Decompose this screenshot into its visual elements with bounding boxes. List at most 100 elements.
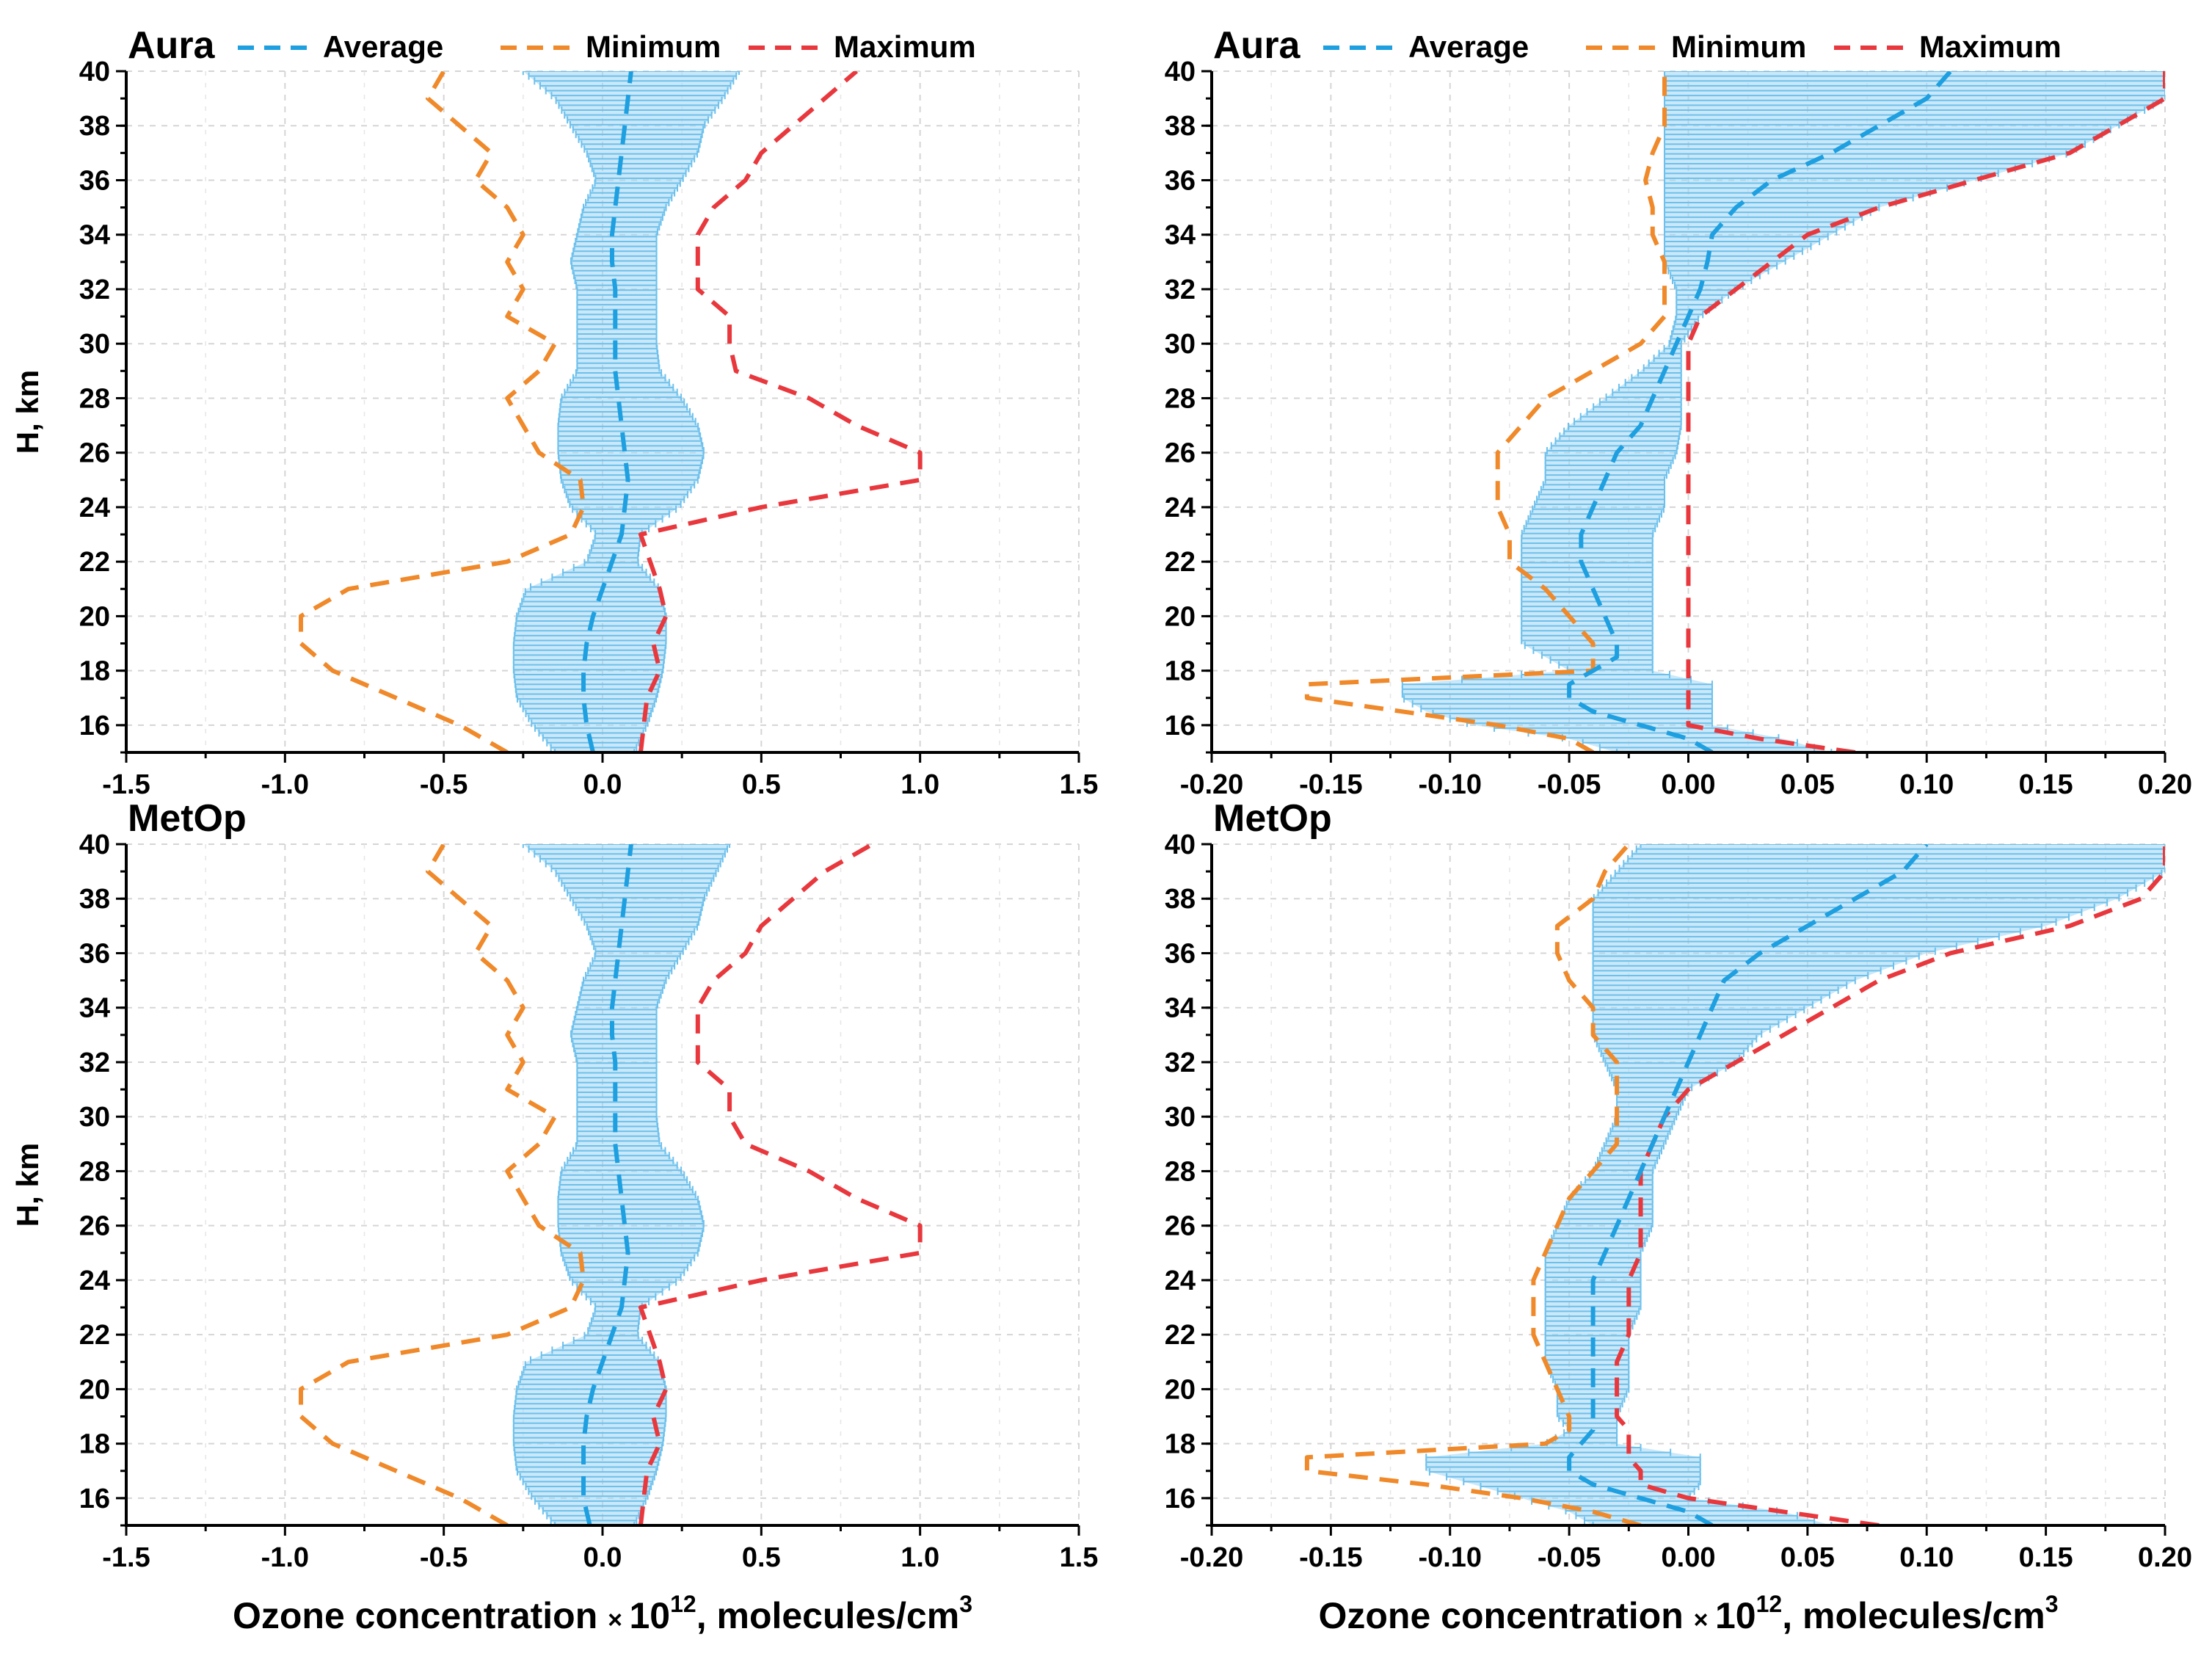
maximum-line (638, 71, 923, 752)
legend: MetOp (128, 797, 247, 840)
panel-3: 16 18 20 22 24 26 28 30 32 34 36 38 40 -1.5 -1.0 -0.5 0.… (10, 797, 1098, 1573)
x-tick-label: -0.20 (1180, 1542, 1244, 1573)
y-tick-label: 34 (79, 993, 110, 1024)
y-tick-label: 38 (79, 111, 110, 142)
y-tick-label: 38 (1165, 884, 1196, 915)
y-tick-label: 40 (1165, 57, 1196, 87)
x-axis-title-exp: 12 (1756, 1591, 1783, 1617)
legend-label: Minimum (586, 29, 721, 64)
legend-label: Average (1408, 29, 1529, 64)
x-tick-label: -0.20 (1180, 769, 1244, 800)
y-axis-title: H, km (10, 370, 45, 454)
panel-title: Aura (128, 24, 216, 67)
y-tick-label: 20 (1165, 601, 1196, 632)
legend-minimum: Minimum (1586, 29, 1806, 64)
y-tick-label: 26 (1165, 438, 1196, 469)
x-ticks: -1.5 -1.0 -0.5 0.0 0.5 1.0 1.5 (102, 1525, 1098, 1573)
x-tick-label: -0.10 (1418, 769, 1482, 800)
plot-area (298, 71, 923, 752)
minimum-line (1304, 71, 1667, 752)
average-line (1567, 71, 1952, 752)
x-tick-label: -0.05 (1538, 769, 1601, 800)
x-tick-label: 0.0 (583, 1542, 622, 1573)
x-ticks: -0.20 -0.15 -0.10 -0.05 0.00 0.05 0.10 0.15 0.20 (1180, 1525, 2192, 1573)
legend: Aura Average Minimum Maximum (128, 24, 976, 67)
legend-label: Maximum (1919, 29, 2062, 64)
x-tick-label: 0.10 (1899, 1542, 1954, 1573)
y-tick-label: 16 (1165, 711, 1196, 741)
y-tick-label: 30 (1165, 1102, 1196, 1133)
x-tick-label: 1.5 (1060, 1542, 1099, 1573)
y-tick-label: 32 (79, 275, 110, 305)
legend-label: Maximum (834, 29, 976, 64)
minimum-line (1304, 844, 1642, 1525)
y-tick-label: 38 (79, 884, 110, 915)
x-tick-label: -0.10 (1418, 1542, 1482, 1573)
x-tick-label: 1.0 (901, 769, 939, 800)
y-tick-label: 30 (79, 329, 110, 360)
x-tick-label: -1.5 (102, 769, 150, 800)
y-axis-title: H, km (10, 1143, 45, 1227)
y-tick-label: 28 (1165, 1156, 1196, 1187)
y-tick-label: 22 (79, 547, 110, 578)
y-tick-label: 20 (1165, 1374, 1196, 1405)
average-line (1567, 844, 1929, 1525)
x-axis-title-units-exp: 3 (959, 1591, 972, 1617)
x-tick-label: 1.5 (1060, 769, 1099, 800)
x-axis-title-units-exp: 3 (2045, 1591, 2059, 1617)
x-tick-label: 0.00 (1662, 1542, 1716, 1573)
y-tick-label: 40 (79, 57, 110, 87)
legend-label: Minimum (1671, 29, 1806, 64)
y-tick-label: 36 (79, 165, 110, 196)
y-tick-label: 28 (1165, 383, 1196, 414)
x-ticks: -0.20 -0.15 -0.10 -0.05 0.00 0.05 0.10 0.15 0.20 (1180, 752, 2192, 800)
maximum-line (1686, 71, 2165, 752)
y-tick-label: 18 (1165, 656, 1196, 687)
y-tick-label: 38 (1165, 111, 1196, 142)
y-tick-label: 22 (1165, 547, 1196, 578)
x-tick-label: -1.0 (261, 769, 309, 800)
y-tick-label: 28 (79, 383, 110, 414)
y-tick-label: 22 (79, 1320, 110, 1351)
y-tick-label: 20 (79, 601, 110, 632)
error-bars (1425, 844, 2165, 1525)
x-axis-title-main: Ozone concentration (233, 1595, 608, 1636)
y-tick-label: 34 (1165, 220, 1196, 251)
x-tick-label: 0.0 (583, 769, 622, 800)
x-tick-label: -1.0 (261, 1542, 309, 1573)
legend-label: Average (323, 29, 443, 64)
average-line (581, 844, 633, 1525)
grid (1211, 70, 2166, 752)
x-tick-label: -0.15 (1299, 769, 1363, 800)
legend: Aura Average Minimum Maximum (1213, 24, 2062, 67)
x-tick-label: 1.0 (901, 1542, 939, 1573)
legend-average: Average (238, 29, 443, 64)
x-tick-label: 0.20 (2138, 769, 2192, 800)
y-tick-label: 28 (79, 1156, 110, 1187)
error-bars (1401, 71, 2165, 752)
x-axis-title: Ozone concentration × 1012, molecules/cm… (1319, 1591, 2059, 1636)
y-tick-label: 18 (1165, 1429, 1196, 1460)
y-tick-label: 40 (79, 830, 110, 860)
x-axis-title-exp: 12 (670, 1591, 696, 1617)
y-tick-label: 30 (79, 1102, 110, 1133)
y-ticks: 16 18 20 22 24 26 28 30 32 34 36 38 40 (79, 830, 126, 1527)
y-tick-label: 22 (1165, 1320, 1196, 1351)
y-tick-label: 20 (79, 1374, 110, 1405)
y-tick-label: 16 (1165, 1484, 1196, 1514)
plot-area (1304, 71, 2165, 752)
panels: 16 18 20 22 24 26 28 30 32 34 36 38 40 -1.5 -1.0 -0.5 0.… (10, 24, 2192, 1573)
x-tick-label: -0.05 (1538, 1542, 1601, 1573)
legend-maximum: Maximum (1834, 29, 2062, 64)
x-tick-label: -0.5 (420, 769, 467, 800)
x-axis-title-base: 10 (629, 1595, 670, 1636)
x-axis-title-units: , molecules/cm (696, 1595, 960, 1636)
x-tick-label: 0.10 (1899, 769, 1954, 800)
x-tick-label: 0.05 (1780, 769, 1835, 800)
x-tick-label: 0.20 (2138, 1542, 2192, 1573)
x-tick-label: 0.00 (1662, 769, 1716, 800)
x-tick-label: 0.5 (742, 769, 781, 800)
y-tick-label: 36 (79, 938, 110, 969)
x-axis-title-times: × (608, 1606, 629, 1634)
